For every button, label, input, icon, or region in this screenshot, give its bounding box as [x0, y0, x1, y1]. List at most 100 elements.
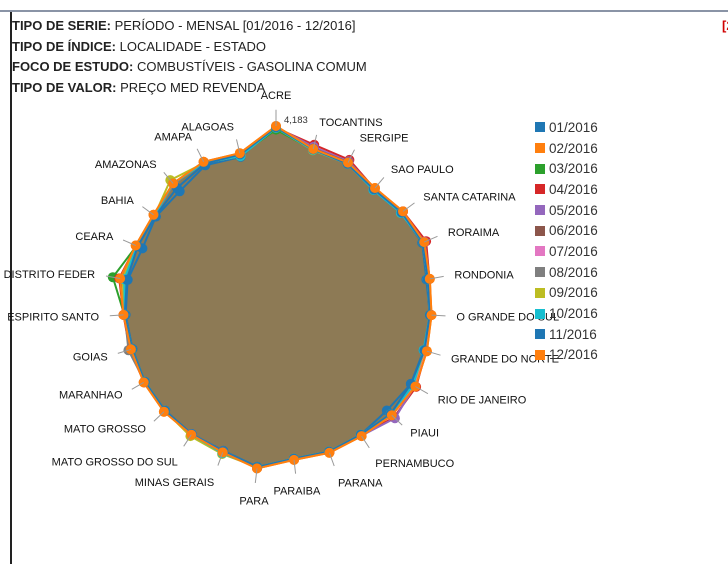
leader-line: [122, 239, 136, 246]
category-label: PARANA: [338, 477, 383, 489]
category-label: ACRE: [261, 90, 292, 102]
category-label: AMAPA: [154, 132, 192, 144]
legend-swatch: [535, 225, 545, 236]
corner-marker: [2: [722, 18, 728, 33]
legend-swatch: [535, 267, 545, 278]
info-serie-value: PERÍODO - MENSAL [01/2016 - 12/2016]: [114, 18, 356, 33]
category-label: PARAIBA: [273, 486, 321, 498]
legend: 01/2016 02/2016 03/2016 04/2016 05/2016 06/20…: [535, 117, 598, 365]
leader-line: [424, 235, 438, 243]
leader-line: [402, 202, 415, 212]
legend-item[interactable]: 06/2016: [535, 220, 598, 241]
legend-swatch: [535, 163, 545, 174]
leader-line: [183, 434, 192, 447]
category-label: RONDONIA: [454, 270, 514, 282]
leader-line: [374, 177, 385, 189]
info-valor-value: PREÇO MED REVENDA: [120, 79, 266, 95]
legend-swatch: [535, 246, 545, 257]
legend-swatch: [535, 122, 545, 133]
category-label: MATO GROSSO DO SUL: [52, 456, 178, 468]
legend-label: 03/2016: [549, 161, 598, 177]
legend-label: 01/2016: [549, 119, 598, 135]
category-label: CEARA: [75, 231, 114, 243]
info-valor: TIPO DE VALOR: PREÇO MED REVENDA: [12, 78, 367, 99]
legend-item[interactable]: 09/2016: [535, 283, 598, 304]
leader-line: [328, 452, 335, 467]
frame-left-border: [10, 12, 12, 564]
category-label: AMAZONAS: [95, 159, 157, 171]
legend-item[interactable]: 11/2016: [535, 324, 598, 345]
legend-swatch: [535, 287, 545, 298]
leader-line: [196, 148, 205, 163]
legend-item[interactable]: 12/2016: [535, 345, 598, 366]
leader-line: [347, 149, 355, 163]
info-foco: FOCO DE ESTUDO: COMBUSTÍVEIS - GASOLINA …: [12, 57, 367, 78]
leader-line: [312, 134, 318, 150]
legend-swatch: [535, 308, 545, 319]
legend-label: 04/2016: [549, 181, 598, 197]
info-panel: TIPO DE SERIE: PERÍODO - MENSAL [01/2016…: [12, 16, 367, 98]
info-foco-value: COMBUSTÍVEIS - GASOLINA COMUM: [136, 59, 367, 74]
legend-swatch: [535, 329, 545, 340]
legend-item[interactable]: 02/2016: [535, 138, 598, 159]
category-label: MATO GROSSO: [64, 424, 147, 436]
leader-line: [391, 414, 403, 426]
info-indice-label: TIPO DE ÍNDICE:: [12, 38, 117, 54]
info-indice-value: LOCALIDADE - ESTADO: [119, 38, 267, 54]
leader-line: [415, 386, 429, 395]
legend-item[interactable]: 04/2016: [535, 179, 598, 200]
leader-line: [431, 314, 446, 317]
leader-line: [293, 459, 297, 474]
leader-line: [153, 411, 165, 422]
category-label: PARA: [239, 495, 269, 507]
legend-item[interactable]: 05/2016: [535, 200, 598, 221]
category-label: RORAIMA: [448, 227, 500, 239]
legend-item[interactable]: 08/2016: [535, 262, 598, 283]
legend-label: 02/2016: [549, 140, 598, 156]
info-indice: TIPO DE ÍNDICE: LOCALIDADE - ESTADO: [12, 37, 367, 58]
leader-line: [236, 139, 241, 154]
legend-label: 09/2016: [549, 285, 598, 301]
leader-line: [131, 381, 144, 390]
frame-top-border: [0, 10, 728, 12]
category-label: SERGIPE: [360, 133, 409, 145]
leader-line: [361, 435, 370, 449]
category-label: MARANHAO: [59, 390, 123, 402]
legend-item[interactable]: 07/2016: [535, 241, 598, 262]
legend-swatch: [535, 349, 545, 360]
leader-line: [117, 348, 132, 354]
category-label: DISTRITO FEDER: [4, 269, 96, 281]
category-label: SAO PAULO: [391, 164, 454, 176]
legend-item[interactable]: 01/2016: [535, 117, 598, 138]
info-serie-label: TIPO DE SERIE:: [12, 18, 111, 33]
category-label: BAHIA: [101, 195, 135, 207]
legend-label: 12/2016: [549, 347, 598, 363]
category-label: ESPIRITO SANTO: [7, 311, 99, 323]
category-label: SANTA CATARINA: [423, 191, 516, 203]
category-label: GOIAS: [73, 351, 108, 363]
legend-swatch: [535, 143, 545, 154]
info-serie: TIPO DE SERIE: PERÍODO - MENSAL [01/2016…: [12, 16, 367, 37]
legend-item[interactable]: 03/2016: [535, 158, 598, 179]
legend-swatch: [535, 184, 545, 195]
leader-line: [142, 206, 154, 216]
leader-line: [163, 171, 174, 184]
info-foco-label: FOCO DE ESTUDO:: [12, 59, 134, 74]
leader-line: [109, 314, 124, 317]
series-line-11: [123, 126, 431, 469]
leader-line: [426, 350, 441, 356]
legend-label: 06/2016: [549, 223, 598, 239]
category-label: GRANDE DO NORTE: [451, 353, 559, 365]
series-line-12: [119, 124, 433, 470]
info-valor-label: TIPO DE VALOR:: [12, 79, 117, 95]
category-label: PIAUI: [410, 428, 439, 440]
leader-line: [217, 452, 224, 466]
legend-swatch: [535, 205, 545, 216]
category-label: RIO DE JANEIRO: [438, 394, 527, 406]
legend-label: 07/2016: [549, 243, 598, 259]
leader-line: [254, 468, 258, 484]
legend-item[interactable]: 10/2016: [535, 303, 598, 324]
legend-label: 05/2016: [549, 202, 598, 218]
category-label: PERNAMBUCO: [375, 458, 454, 470]
